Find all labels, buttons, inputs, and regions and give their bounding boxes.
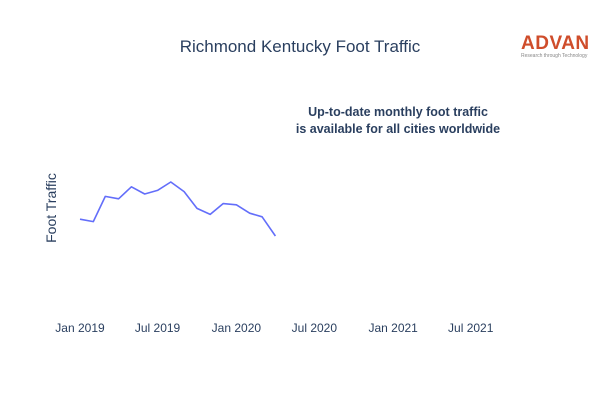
y-axis-label: Foot Traffic	[43, 173, 59, 243]
chart-title: Richmond Kentucky Foot Traffic	[180, 37, 421, 56]
x-tick-label: Jul 2020	[292, 321, 338, 335]
logo-text: ADVAN	[521, 33, 590, 54]
annotation-line-1: Up-to-date monthly foot traffic	[308, 105, 488, 119]
logo-tagline: Research through Technology	[521, 53, 588, 59]
advan-logo: ADVAN Research through Technology	[521, 33, 590, 59]
x-tick-label: Jul 2019	[135, 321, 181, 335]
plot-area	[79, 181, 277, 237]
x-tick-label: Jan 2019	[55, 321, 105, 335]
x-tick-label: Jan 2021	[368, 321, 418, 335]
x-axis-ticks: Jan 2019 Jul 2019 Jan 2020 Jul 2020 Jan 2021…	[55, 321, 493, 335]
x-tick-label: Jan 2020	[212, 321, 262, 335]
series-line	[79, 181, 277, 237]
x-tick-label: Jul 2021	[448, 321, 494, 335]
annotation-line-2: is available for all cities worldwide	[296, 122, 500, 136]
